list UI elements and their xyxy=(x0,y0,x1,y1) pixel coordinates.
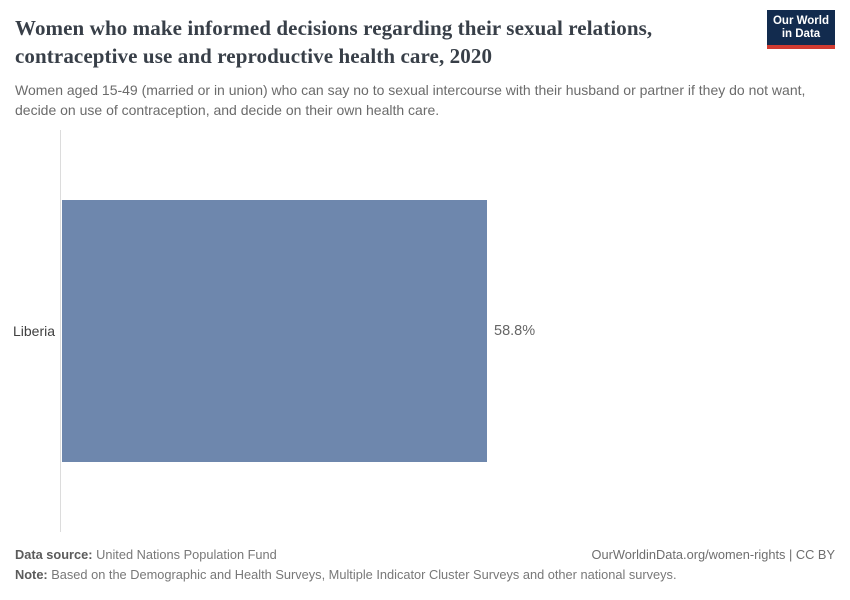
data-source-text: United Nations Population Fund xyxy=(92,547,277,562)
owid-url-link[interactable]: OurWorldinData.org/women-rights | CC BY xyxy=(591,547,835,562)
chart-header: Women who make informed decisions regard… xyxy=(15,10,835,120)
note-text: Based on the Demographic and Health Surv… xyxy=(47,567,677,582)
owid-logo-line1: Our World xyxy=(772,15,829,27)
note-label: Note: xyxy=(15,567,48,582)
data-source-line: Data source: United Nations Population F… xyxy=(15,545,277,565)
chart-subtitle: Women aged 15-49 (married or in union) w… xyxy=(15,82,806,118)
data-source-label: Data source: xyxy=(15,547,93,562)
y-axis-line xyxy=(60,130,61,532)
owid-logo-line2: in Data xyxy=(781,28,821,40)
footer-row-note: Note: Based on the Demographic and Healt… xyxy=(15,565,835,585)
owid-logo[interactable]: Our World in Data xyxy=(767,10,835,49)
chart-title: Women who make informed decisions regard… xyxy=(15,16,653,68)
entity-label: Liberia xyxy=(12,323,55,339)
bar[interactable] xyxy=(62,200,487,462)
footer-row-source: Data source: United Nations Population F… xyxy=(15,545,835,565)
bar-value-label: 58.8% xyxy=(494,323,536,339)
chart-footer: Data source: United Nations Population F… xyxy=(15,545,835,585)
